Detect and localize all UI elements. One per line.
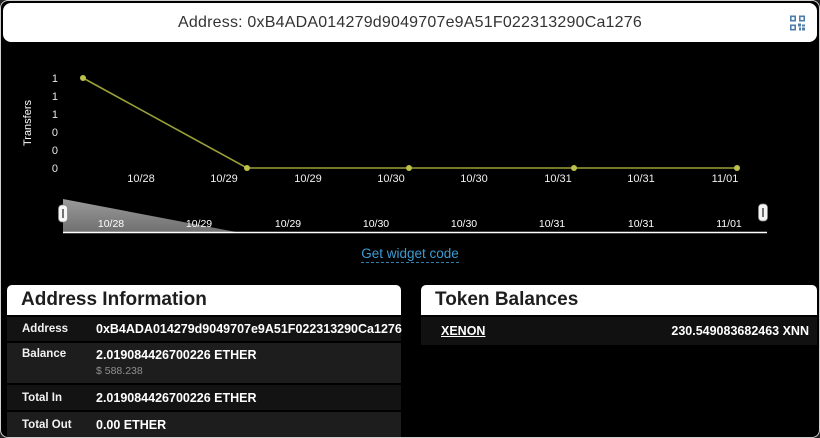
nav-tick: 11/01 — [716, 218, 742, 230]
y-tick: 1 — [52, 91, 58, 103]
nav-tick: 10/29 — [186, 218, 212, 230]
x-axis-ticks: 10/28 10/29 10/29 10/30 10/30 10/31 10/3… — [127, 173, 738, 185]
nav-tick: 10/31 — [539, 218, 565, 230]
get-widget-code-link[interactable]: Get widget code — [361, 246, 459, 263]
navigator-ticks: 10/28 10/29 10/29 10/30 10/30 10/31 10/3… — [98, 218, 742, 230]
x-tick: 10/30 — [460, 173, 488, 185]
y-axis-title: Transfers — [22, 99, 34, 146]
data-point — [80, 75, 86, 81]
total-out-label: Total Out — [22, 418, 72, 431]
balance-row-values: 2.019084426700226 ETHER $ 588.238 — [96, 348, 257, 377]
y-axis-ticks: 1 1 1 0 0 0 — [52, 73, 58, 175]
balance-row: Balance 2.019084426700226 ETHER $ 588.23… — [7, 343, 401, 383]
navigator-handle-left[interactable] — [58, 204, 68, 223]
data-point — [734, 165, 740, 171]
nav-tick: 10/29 — [275, 218, 301, 230]
address-header-bar: Address: 0xB4ADA014279d9049707e9A51F0223… — [3, 3, 817, 42]
balance-row-label: Balance — [22, 348, 67, 360]
token-amount-xenon: 230.549083682463 XNN — [671, 324, 809, 338]
address-information-title: Address Information — [7, 285, 401, 315]
address-information-panel: Address Information Address 0xB4ADA01427… — [7, 285, 402, 437]
x-tick: 10/31 — [627, 173, 655, 185]
balance-usd-value: $ 588.238 — [96, 365, 143, 377]
token-balances-title: Token Balances — [421, 285, 817, 315]
address-row-value: 0xB4ADA014279d9049707e9A51F022313290Ca12… — [96, 322, 402, 336]
widget-link-row: Get widget code — [1, 245, 819, 263]
total-out-row: Total Out 0.00 ETHER — [7, 412, 401, 437]
balance-ether-value: 2.019084426700226 ETHER — [96, 348, 257, 362]
nav-tick: 10/31 — [628, 218, 654, 230]
nav-tick: 10/30 — [451, 218, 477, 230]
y-tick: 0 — [52, 145, 58, 157]
total-in-row: Total In 2.019084426700226 ETHER — [7, 385, 401, 410]
nav-tick: 10/30 — [363, 218, 389, 230]
data-point — [406, 165, 412, 171]
x-tick: 10/31 — [544, 173, 572, 185]
navigator-area — [63, 199, 236, 232]
chart-navigator[interactable]: 10/28 10/29 10/29 10/30 10/30 10/31 10/3… — [58, 199, 768, 234]
address-row-label: Address — [22, 323, 69, 335]
token-link-xenon[interactable]: XENON — [441, 324, 486, 338]
navigator-handle-right[interactable] — [758, 203, 768, 222]
data-point — [571, 165, 577, 171]
transfers-series-line — [80, 75, 740, 171]
total-in-label: Total In — [22, 391, 63, 404]
data-point — [244, 165, 250, 171]
total-in-value: 2.019084426700226 ETHER — [96, 390, 257, 405]
total-out-value: 0.00 ETHER — [96, 417, 167, 432]
qr-code-icon[interactable] — [790, 15, 805, 30]
x-tick: 10/29 — [294, 173, 322, 185]
token-balances-panel: Token Balances XENON 230.549083682463 XN… — [421, 285, 817, 345]
x-tick: 11/01 — [712, 173, 739, 185]
x-tick: 10/30 — [377, 173, 405, 185]
token-row-xenon: XENON 230.549083682463 XNN — [421, 317, 817, 345]
y-tick: 1 — [52, 73, 58, 85]
y-tick: 0 — [52, 163, 58, 175]
y-tick: 0 — [52, 127, 58, 139]
address-row: Address 0xB4ADA014279d9049707e9A51F02231… — [7, 317, 402, 341]
x-tick: 10/28 — [127, 173, 155, 185]
transfers-chart: Transfers 1 1 1 0 0 0 10/28 10/29 10/29 … — [22, 73, 768, 234]
x-tick: 10/29 — [210, 173, 238, 185]
y-tick: 1 — [52, 109, 58, 121]
nav-tick: 10/28 — [98, 218, 124, 230]
page-title: Address: 0xB4ADA014279d9049707e9A51F0223… — [178, 13, 642, 31]
